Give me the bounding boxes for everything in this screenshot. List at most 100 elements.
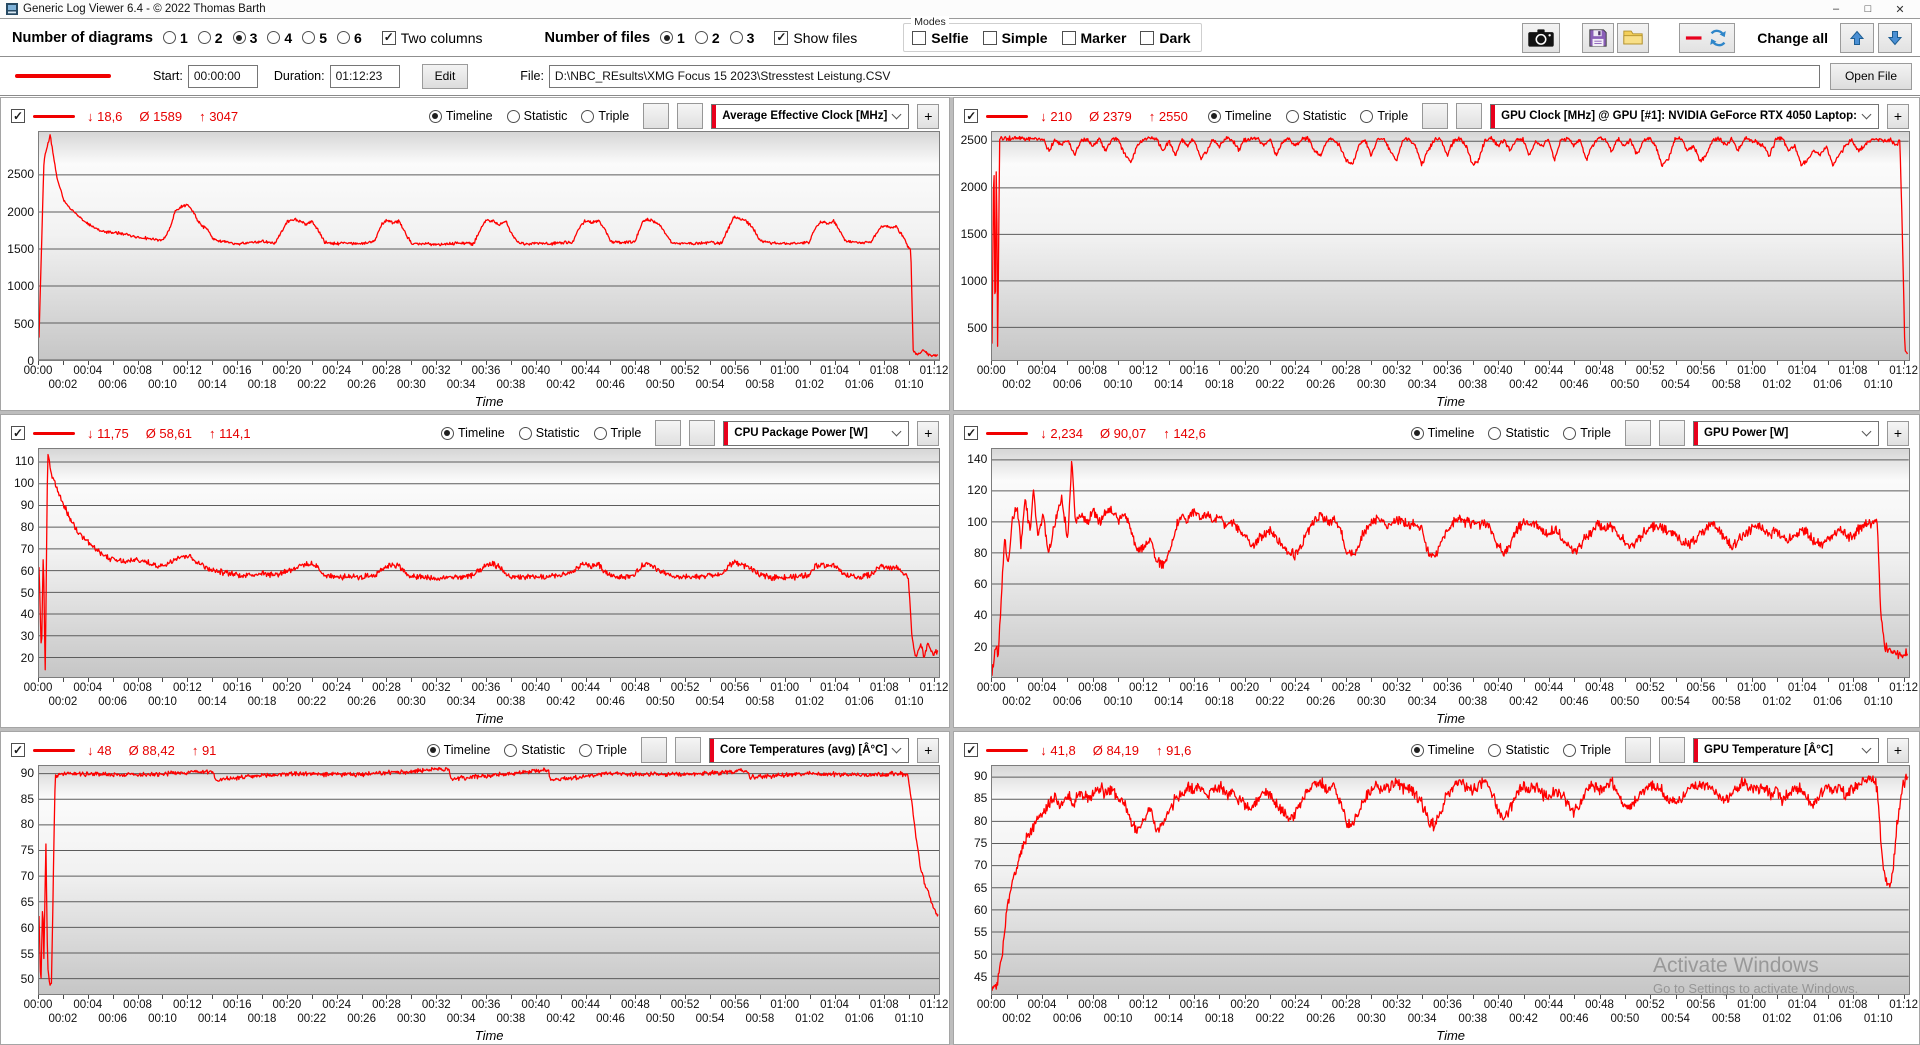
view-mode-timeline[interactable]: Timeline [428,109,493,123]
x-tick-label: 00:42 [1509,696,1538,708]
view-mode-statistic[interactable]: Statistic [1488,426,1549,440]
view-mode-timeline[interactable]: Timeline [426,743,490,757]
mode-checkbox-marker[interactable]: Marker [1061,30,1126,46]
x-tick-label: 00:46 [1559,696,1589,708]
view-mode-triple[interactable]: Triple [1563,426,1611,440]
change-all-up-button[interactable] [1840,22,1874,53]
close-button[interactable]: ✕ [1895,3,1905,16]
plot-area[interactable] [991,765,1910,995]
diagram-count-4[interactable]: 4 [267,30,292,46]
plot-area[interactable] [38,448,941,678]
save-button[interactable] [1582,22,1615,53]
move-series-up-button[interactable] [655,420,682,446]
x-tick-mark [934,678,936,682]
series-visible-checkbox[interactable] [11,743,25,757]
metric-dropdown[interactable]: GPU Power [W] [1693,420,1879,446]
move-series-up-button[interactable] [643,103,670,129]
maximize-button[interactable]: □ [1864,3,1872,15]
diagram-count-2[interactable]: 2 [197,30,223,46]
view-mode-timeline[interactable]: Timeline [1410,426,1474,440]
add-series-button[interactable]: + [1887,737,1909,763]
view-mode-statistic[interactable]: Statistic [1488,743,1549,757]
chart-header: ↓ 48 Ø 88,42 ↑ 91 Timeline Statistic Tripl… [1,735,949,765]
y-axis-labels: 20 30 40 50 60 70 80 90 100 110 [1,448,38,678]
add-series-button[interactable]: + [917,737,940,763]
edit-button[interactable]: Edit [421,63,469,89]
metric-dropdown[interactable]: Average Effective Clock [MHz] [711,103,910,129]
minimize-button[interactable]: – [1832,3,1840,15]
mode-checkbox-dark[interactable]: Dark [1140,30,1191,46]
two-columns-checkbox[interactable]: Two columns [381,30,482,46]
move-series-down-button[interactable] [1659,737,1685,763]
move-series-up-button[interactable] [1422,103,1449,129]
view-mode-timeline[interactable]: Timeline [440,426,505,440]
move-series-down-button[interactable] [674,737,701,763]
file-color-line [15,74,111,78]
change-all-down-button[interactable] [1878,22,1912,53]
view-mode-timeline[interactable]: Timeline [1410,743,1474,757]
series-visible-checkbox[interactable] [11,426,25,440]
file-count-1[interactable]: 1 [660,30,685,46]
add-series-button[interactable]: + [1887,103,1909,129]
y-tick-label: 0 [27,354,34,368]
file-count-2[interactable]: 2 [694,30,720,46]
view-mode-triple[interactable]: Triple [581,109,629,123]
plot-area[interactable] [991,448,1910,678]
plot-area[interactable] [38,131,941,361]
x-tick-mark [1852,678,1854,682]
screenshot-button[interactable] [1522,22,1561,53]
view-mode-triple[interactable]: Triple [1360,109,1408,123]
x-tick-mark [535,678,537,682]
file-path-input[interactable] [548,64,1820,88]
open-folder-button[interactable] [1617,22,1650,53]
plot-area[interactable] [38,765,941,995]
mode-checkbox-simple[interactable]: Simple [982,30,1048,46]
move-series-down-button[interactable] [1659,420,1685,446]
view-mode-statistic[interactable]: Statistic [518,426,580,440]
move-series-down-button[interactable] [1456,103,1483,129]
series-visible-checkbox[interactable] [964,109,979,123]
add-series-button[interactable]: + [1887,420,1909,446]
series-visible-checkbox[interactable] [964,426,979,440]
open-file-button[interactable]: Open File [1829,62,1912,90]
view-mode-statistic[interactable]: Statistic [506,109,567,123]
view-mode-timeline[interactable]: Timeline [1207,109,1272,123]
series-visible-checkbox[interactable] [964,743,979,757]
radio-icon [1207,109,1221,123]
show-files-checkbox[interactable]: Show files [774,30,857,46]
plot-area[interactable] [991,131,1910,361]
move-series-down-button[interactable] [689,420,716,446]
x-tick-mark [336,995,338,999]
add-series-button[interactable]: + [917,103,940,129]
swap-series-button[interactable] [1679,22,1736,53]
diagram-count-3[interactable]: 3 [232,30,257,46]
file-count-3[interactable]: 3 [729,30,754,46]
diagram-count-6[interactable]: 6 [336,30,362,46]
metric-dropdown[interactable]: GPU Temperature [Â°C] [1693,737,1879,763]
move-series-up-button[interactable] [1625,420,1651,446]
mode-checkbox-selfie[interactable]: Selfie [912,30,969,46]
add-series-button[interactable]: + [917,420,940,446]
view-mode-statistic[interactable]: Statistic [1285,109,1346,123]
x-tick-label: 01:04 [1787,365,1817,377]
start-input[interactable] [187,64,258,88]
chart-canvas [39,132,939,360]
series-visible-checkbox[interactable] [11,109,25,123]
metric-dropdown[interactable]: CPU Package Power [W] [723,420,910,446]
diagram-count-1[interactable]: 1 [163,30,188,46]
view-mode-statistic[interactable]: Statistic [504,743,565,757]
duration-input[interactable] [329,64,400,88]
view-mode-triple[interactable]: Triple [593,426,641,440]
move-series-down-button[interactable] [677,103,704,129]
move-series-up-button[interactable] [1625,737,1651,763]
view-mode-triple[interactable]: Triple [1563,743,1611,757]
y-tick-label: 1000 [7,279,34,294]
x-tick-mark [361,995,363,999]
metric-dropdown[interactable]: Core Temperatures (avg) [Â°C] [708,737,910,763]
diagram-count-5[interactable]: 5 [302,30,327,46]
view-mode-triple[interactable]: Triple [579,743,627,757]
metric-dropdown[interactable]: GPU Clock [MHz] @ GPU [#1]: NVIDIA GeFor… [1490,103,1879,129]
y-tick-label: 85 [973,791,988,806]
y-tick-label: 30 [20,629,34,644]
move-series-up-button[interactable] [640,737,667,763]
